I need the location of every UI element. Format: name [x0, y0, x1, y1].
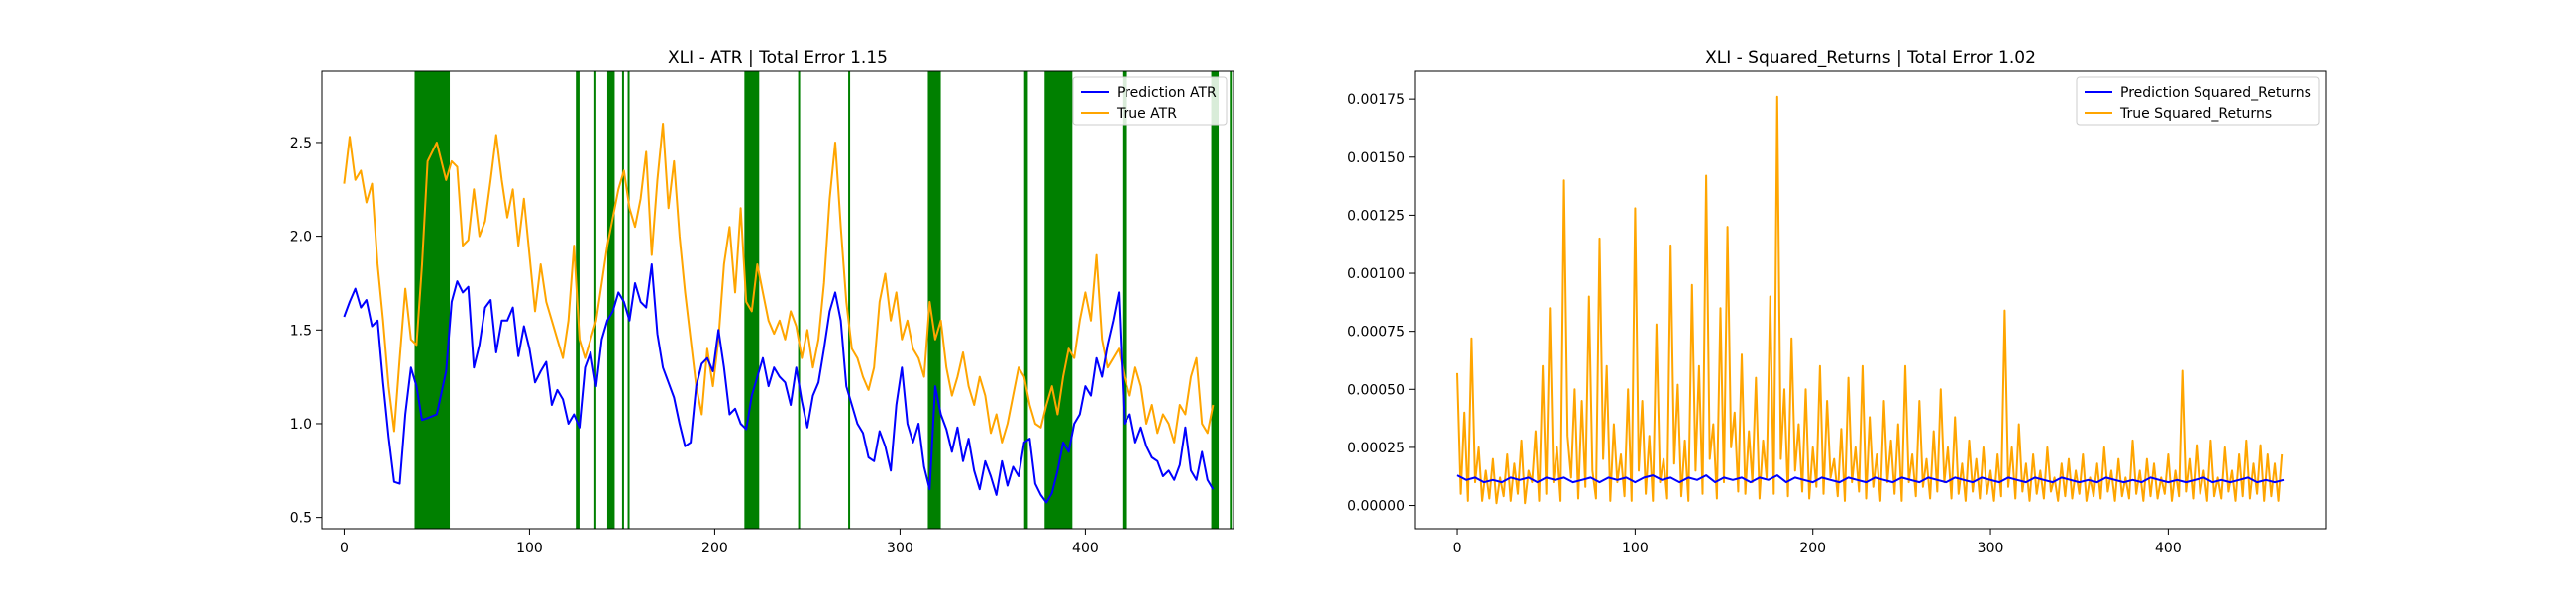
- y-tick-label: 0.00125: [1347, 208, 1405, 224]
- y-tick-label: 2.0: [290, 230, 312, 246]
- y-axis: 0.5 1.0 1.5 2.0 2.5: [290, 136, 322, 527]
- plot-frame: [321, 70, 1234, 530]
- y-tick-label: 0.00025: [1347, 441, 1405, 456]
- atr-chart: 0 100 200 300 400 0.5 1.0 1.5 2.0 2.5 XLI - ATR …: [290, 49, 1234, 556]
- highlight-bands: [414, 71, 1233, 529]
- y-tick-label: 0.00000: [1347, 499, 1405, 515]
- x-tick-label: 400: [2155, 541, 2182, 556]
- y-tick-label: 0.00150: [1347, 150, 1405, 166]
- legend-box: [1072, 76, 1228, 126]
- chart-title: XLI - ATR | Total Error 1.15: [668, 49, 888, 68]
- highlight-band: [848, 71, 851, 529]
- x-tick-label: 300: [1978, 541, 2004, 556]
- chart-title: XLI - Squared_Returns | Total Error 1.02: [1705, 49, 2036, 68]
- x-tick-label: 0: [1453, 541, 1462, 556]
- y-tick-label: 0.00075: [1347, 325, 1405, 341]
- y-tick-label: 1.5: [290, 323, 312, 339]
- squared-returns-chart: 0 100 200 300 400 0.000000.000250.000500.000…: [1347, 49, 2327, 556]
- highlight-band: [1023, 71, 1028, 529]
- series-line: [1456, 474, 2285, 484]
- legend-label: Prediction Squared_Returns: [2120, 85, 2311, 101]
- highlight-band: [593, 71, 596, 529]
- y-axis: 0.00000 0.00025 0.00050 0.00075 0.00100 0.001…: [1347, 92, 1415, 515]
- y-tick-label: 0.00050: [1347, 382, 1405, 398]
- y-tick-label: 0.5: [290, 511, 312, 527]
- highlight-band: [1044, 71, 1073, 529]
- x-tick-label: 100: [516, 541, 543, 556]
- series-lines: [343, 123, 1215, 504]
- legend-label: True ATR: [1116, 106, 1177, 122]
- x-tick-label: 0: [340, 541, 349, 556]
- plot-frame: [1414, 70, 2327, 530]
- y-tick-label: 2.5: [290, 136, 312, 151]
- legend: Prediction ATR True ATR: [1072, 76, 1228, 126]
- highlight-band: [1230, 71, 1233, 529]
- x-axis: 0 100 200 300 400: [340, 529, 1099, 556]
- highlight-band: [798, 71, 801, 529]
- x-tick-label: 300: [887, 541, 913, 556]
- series-line: [343, 263, 1215, 504]
- y-tick-label: 0.00100: [1347, 266, 1405, 282]
- series-line: [1456, 95, 2284, 505]
- x-tick-label: 100: [1622, 541, 1649, 556]
- series-line: [343, 123, 1215, 444]
- x-tick-label: 200: [701, 541, 728, 556]
- x-axis: 0 100 200 300 400: [1453, 529, 2182, 556]
- legend-label: Prediction ATR: [1117, 85, 1217, 101]
- y-tick-label: 0.00175: [1347, 92, 1405, 108]
- highlight-band: [606, 71, 615, 529]
- legend: Prediction Squared_Returns True Squared_R…: [2076, 76, 2320, 126]
- highlight-band: [1122, 71, 1127, 529]
- highlight-band: [627, 71, 630, 529]
- highlight-band: [1211, 71, 1220, 529]
- series-lines: [1456, 95, 2285, 505]
- legend-box: [2076, 76, 2320, 126]
- highlight-band: [927, 71, 941, 529]
- y-tick-label: 1.0: [290, 417, 312, 433]
- legend-label: True Squared_Returns: [2119, 106, 2272, 122]
- x-tick-label: 200: [1799, 541, 1826, 556]
- x-tick-label: 400: [1072, 541, 1099, 556]
